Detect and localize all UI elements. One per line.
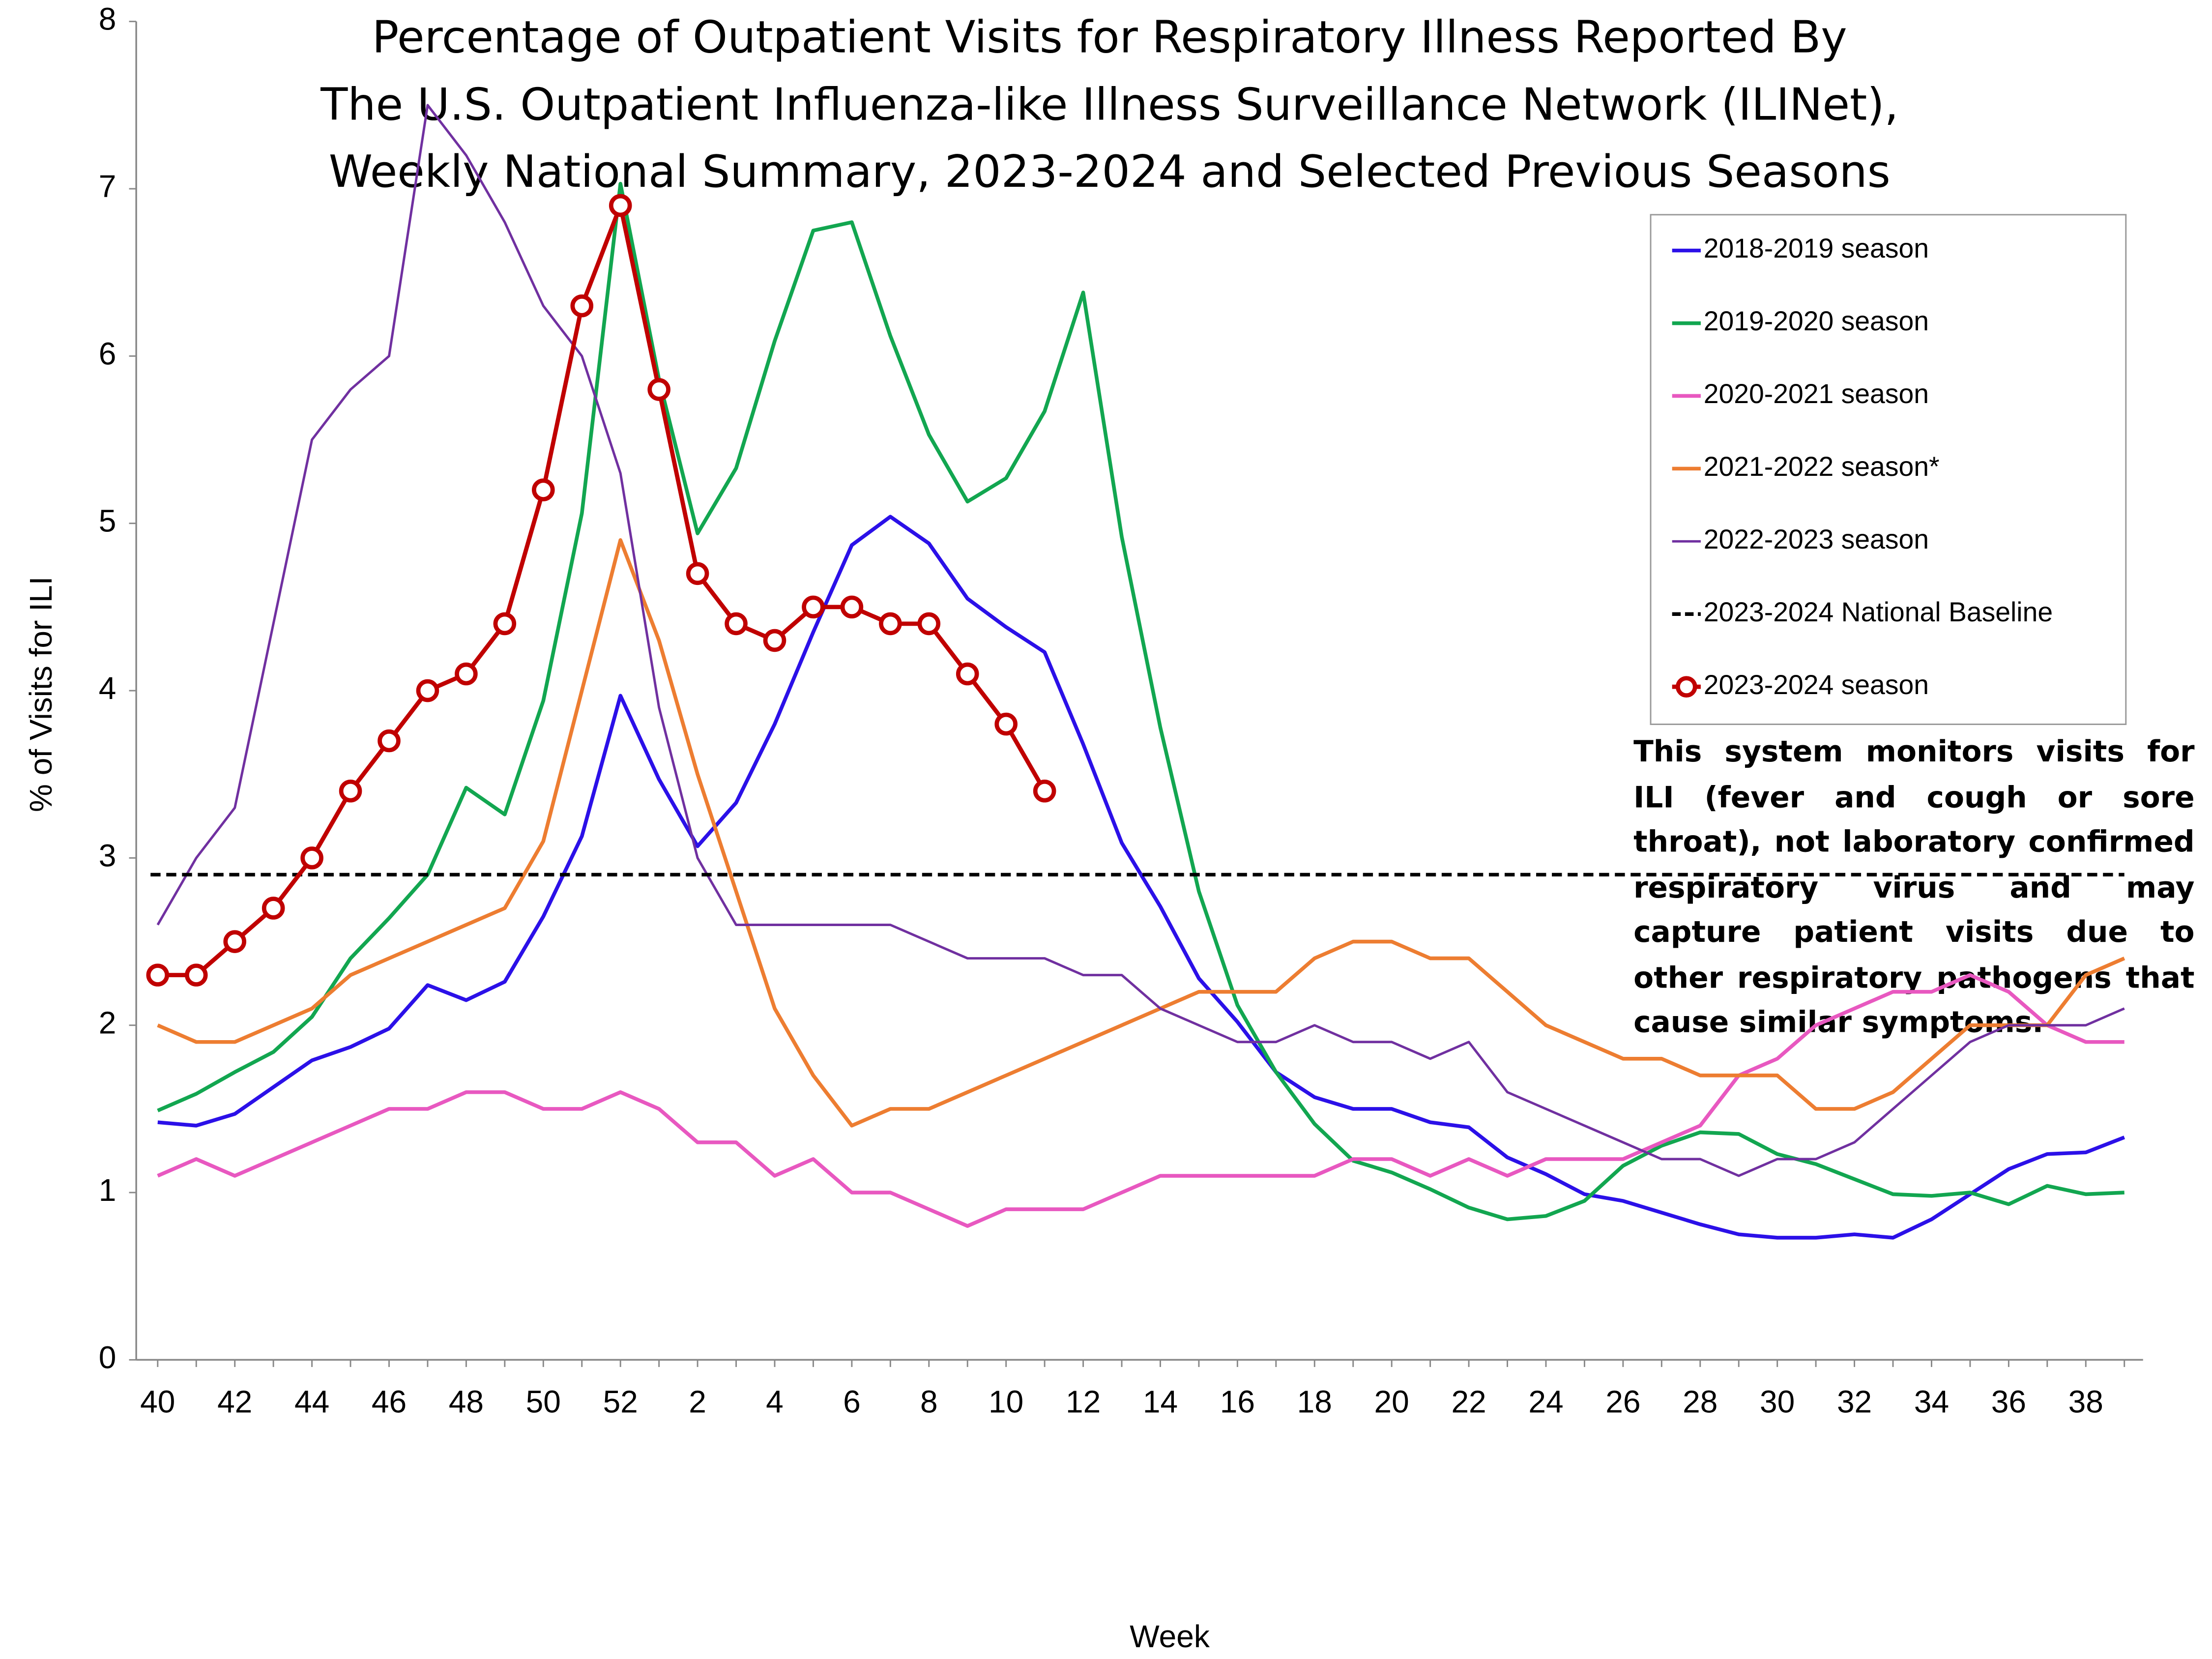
legend-label: 2022-2023 season: [1704, 524, 1929, 554]
data-point: [223, 930, 246, 953]
data-point: [917, 612, 941, 636]
y-tick-label: 6: [99, 336, 116, 371]
x-tick-label: 14: [1143, 1384, 1178, 1420]
series-line: [157, 973, 2125, 1228]
x-tick-label: 10: [989, 1384, 1023, 1420]
data-point: [609, 194, 632, 217]
data-point: [994, 712, 1018, 736]
x-tick-label: 32: [1837, 1384, 1872, 1420]
x-tick-label: 24: [1528, 1384, 1563, 1420]
data-point: [339, 779, 362, 803]
data-point: [455, 662, 478, 686]
data-point: [416, 679, 439, 702]
data-point: [570, 294, 594, 318]
legend-box: [1650, 214, 2127, 725]
x-tick-label: 28: [1683, 1384, 1717, 1420]
x-tick-label: 46: [372, 1384, 407, 1420]
legend-label: 2020-2021 season: [1704, 378, 1929, 409]
x-tick-label: 52: [603, 1384, 638, 1420]
series-line: [156, 104, 2125, 1177]
y-tick-label: 4: [99, 670, 116, 706]
x-tick-label: 6: [843, 1384, 861, 1420]
legend-label: 2018-2019 season: [1704, 233, 1929, 263]
data-point: [879, 612, 902, 636]
x-tick-label: 30: [1760, 1384, 1795, 1420]
x-tick-label: 20: [1374, 1384, 1409, 1420]
x-tick-label: 16: [1220, 1384, 1255, 1420]
x-tick-label: 36: [1991, 1384, 2026, 1420]
legend-label: 2019-2020 season: [1704, 306, 1929, 336]
x-tick-label: 26: [1605, 1384, 1640, 1420]
series-line: [157, 203, 1047, 977]
x-tick-label: 4: [766, 1384, 784, 1420]
x-axis-label: Week: [1130, 1619, 1210, 1654]
data-point: [184, 963, 208, 987]
series-line: [157, 515, 2125, 1240]
legend-label: 2023-2024 season: [1704, 669, 1929, 700]
data-point: [300, 846, 323, 870]
x-tick-label: 38: [2068, 1384, 2103, 1420]
legend-label: 2021-2022 season*: [1704, 451, 1940, 482]
data-point: [493, 612, 517, 636]
series-line: [157, 538, 2125, 1128]
y-tick-label: 1: [99, 1172, 116, 1208]
y-tick-label: 7: [99, 169, 116, 204]
data-point: [802, 595, 825, 619]
data-point: [686, 562, 709, 585]
x-tick-label: 34: [1914, 1384, 1949, 1420]
x-tick-label: 44: [294, 1384, 329, 1420]
y-tick-label: 5: [99, 503, 116, 539]
x-tick-label: 48: [449, 1384, 484, 1420]
y-tick-label: 3: [99, 838, 116, 873]
y-tick-label: 8: [99, 1, 116, 37]
data-point: [1033, 779, 1056, 803]
data-point: [647, 378, 670, 401]
chart-title: The U.S. Outpatient Influenza-like Illne…: [320, 79, 1898, 130]
data-point: [725, 612, 748, 636]
x-tick-label: 8: [920, 1384, 938, 1420]
x-tick-label: 12: [1066, 1384, 1101, 1420]
x-tick-label: 50: [526, 1384, 561, 1420]
data-point: [763, 629, 786, 652]
x-tick-label: 18: [1297, 1384, 1332, 1420]
data-point: [378, 729, 401, 753]
data-point: [262, 897, 285, 920]
legend-label: 2023-2024 National Baseline: [1704, 597, 2053, 627]
y-tick-label: 2: [99, 1005, 116, 1041]
chart-title: Weekly National Summary, 2023-2024 and S…: [329, 146, 1891, 198]
legend-marker: [1675, 676, 1697, 698]
data-point: [840, 595, 864, 619]
x-tick-label: 42: [217, 1384, 252, 1420]
data-point: [956, 662, 979, 686]
x-tick-label: 2: [689, 1384, 706, 1420]
annotation: This system monitors visits for ILI (fev…: [1633, 734, 2195, 1040]
x-tick-label: 22: [1451, 1384, 1486, 1420]
annotation-box: This system monitors visits for ILI (fev…: [1633, 734, 2195, 1040]
data-point: [531, 478, 555, 501]
x-tick-label: 40: [140, 1384, 175, 1420]
y-tick-label: 0: [99, 1339, 116, 1375]
data-point: [146, 963, 170, 987]
chart-title: Percentage of Outpatient Visits for Resp…: [372, 11, 1847, 63]
y-axis-label: % of Visits for ILI: [23, 577, 58, 812]
